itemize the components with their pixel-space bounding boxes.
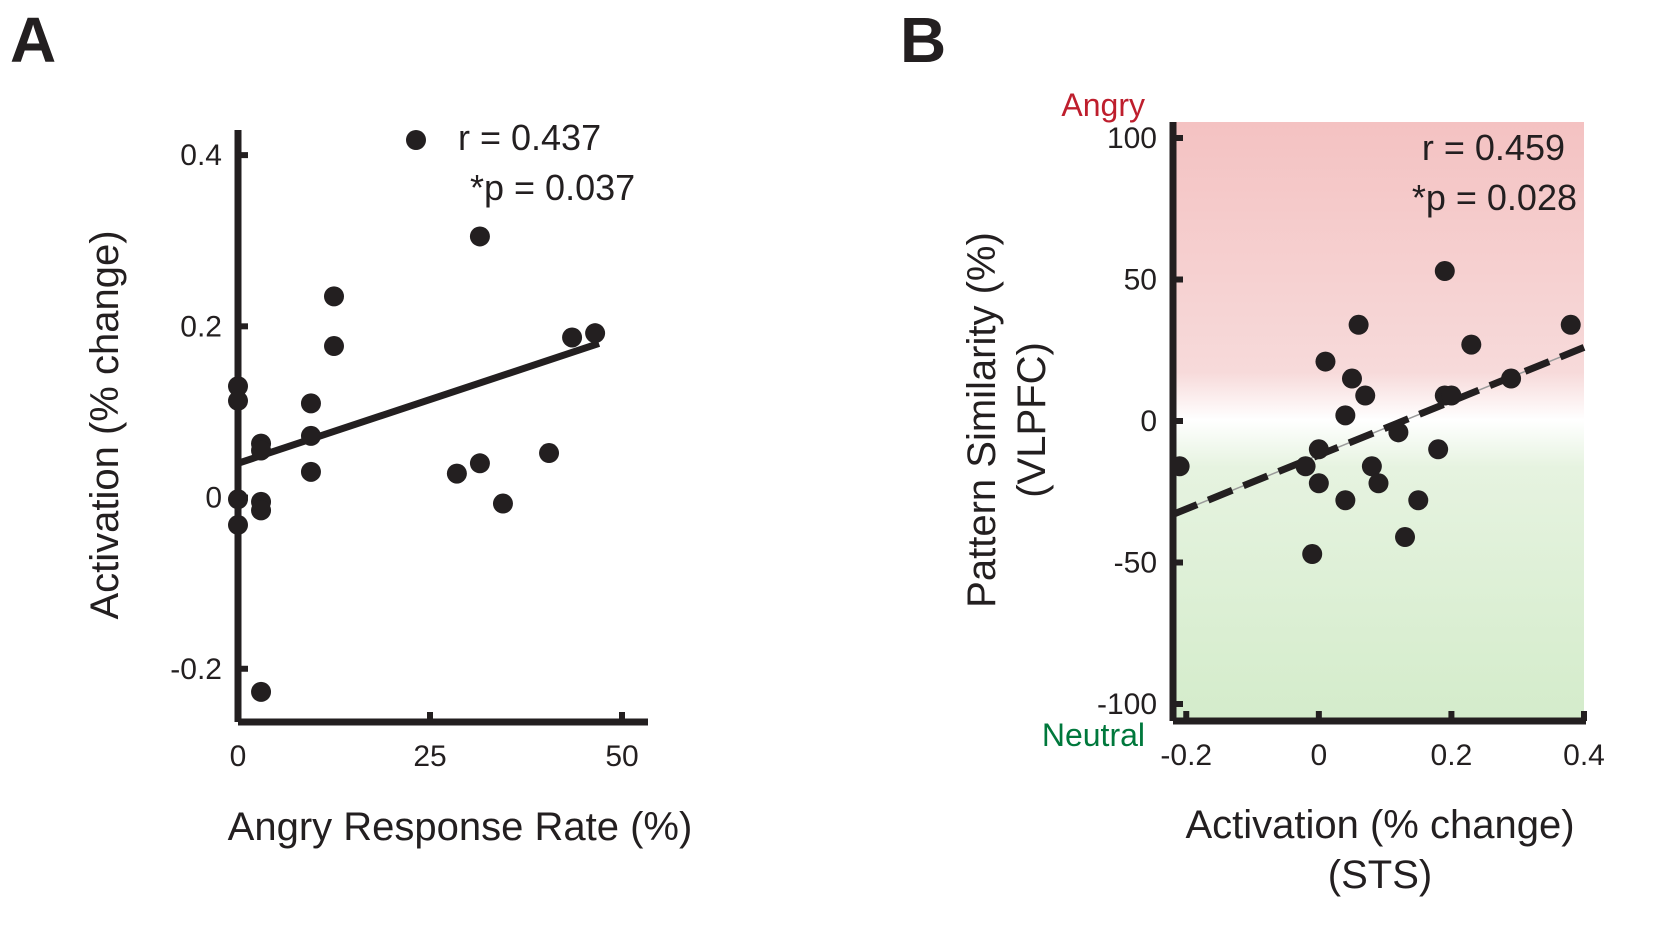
panel-a-data-point — [562, 327, 583, 348]
panel-b-x-tick-label: 0 — [1310, 739, 1327, 772]
panel-a-x-tick-label: 50 — [605, 740, 638, 773]
panel-a-p-annotation: *p = 0.037 — [470, 167, 635, 208]
panel-b-data-point — [1395, 527, 1416, 548]
panel-b-x-label-2: (STS) — [1328, 853, 1432, 897]
panel-b-x-tick-label: -0.2 — [1160, 739, 1212, 772]
panel-a-data-point — [469, 226, 490, 247]
panel-b-data-point — [1388, 422, 1409, 443]
panel-b-data-point — [1368, 473, 1389, 494]
panel-a-y-tick-label: 0.2 — [180, 310, 222, 343]
panel-b-data-point — [1308, 439, 1329, 460]
panel-a-x-tick-label: 0 — [230, 740, 247, 773]
panel-a-x-tick-label: 25 — [413, 740, 446, 773]
panel-b-data-point — [1295, 456, 1316, 477]
panel-a-data-point — [300, 425, 321, 446]
panel-b-data-point — [1348, 314, 1369, 335]
panel-b-p-annotation: *p = 0.028 — [1412, 177, 1577, 218]
panel-b-data-point — [1335, 490, 1356, 511]
panel-b-data-point — [1341, 368, 1362, 389]
panel-a-data-point — [446, 463, 467, 484]
panel-b-data-point — [1434, 261, 1455, 282]
panel-b-data-point — [1560, 314, 1581, 335]
panel-a: A 0 25 50-0.200.20.4 r = 0.437 *p = 0.037 … — [10, 4, 692, 849]
panel-b-data-point — [1428, 439, 1449, 460]
panel-b-data-point — [1408, 490, 1429, 511]
panel-b-angry-label: Angry — [1061, 87, 1145, 123]
panel-a-y-label: Activation (% change) — [83, 230, 127, 619]
panel-a-y-tick-label: -0.2 — [170, 653, 222, 686]
panel-b-x-label: Activation (% change) — [1185, 803, 1574, 847]
panel-a-data-point — [300, 461, 321, 482]
panel-a-x-label: Angry Response Rate (%) — [228, 805, 693, 849]
panel-b-data-point — [1361, 456, 1382, 477]
panel-a-data-point — [539, 443, 560, 464]
panel-a-y-tick-label: 0.4 — [180, 139, 222, 172]
panel-b-background — [1170, 122, 1584, 718]
panel-a-data-point — [251, 440, 272, 461]
panel-a-data-point — [585, 323, 606, 344]
panel-b-data-point — [1335, 405, 1356, 426]
panel-a-letter: A — [10, 4, 56, 76]
panel-a-points-layer — [228, 130, 606, 702]
panel-a-fit-layer — [236, 340, 601, 467]
panel-a-data-point — [492, 493, 513, 514]
panel-a-r-annotation: r = 0.437 — [458, 117, 601, 158]
panel-b-data-point — [1308, 473, 1329, 494]
panel-a-data-point — [251, 500, 272, 521]
panel-a-data-point — [469, 453, 490, 474]
panel-a-data-point — [300, 393, 321, 414]
panel-b-data-point — [1461, 334, 1482, 355]
panel-a-data-point — [324, 336, 344, 357]
panel-b-y-label-2: (VLPFC) — [1010, 342, 1054, 498]
panel-b-y-tick-label: 50 — [1124, 264, 1157, 297]
panel-b-y-tick-label: -100 — [1097, 688, 1157, 721]
panel-a-y-tick-label: 0 — [205, 482, 222, 515]
panel-a-legend-marker — [406, 130, 426, 150]
panel-a-data-point — [324, 286, 344, 307]
panel-b-data-point — [1501, 368, 1522, 389]
panel-b-neutral-label: Neutral — [1042, 717, 1145, 753]
panel-b: B -0.2 0 0.2 0.4 -100 -50 0 50 100 r = 0.459 *p … — [900, 4, 1605, 897]
panel-b-x-tick-label: 0.2 — [1431, 739, 1473, 772]
panel-b-y-tick-label: -50 — [1114, 547, 1157, 580]
panel-b-x-tick-label: 0.4 — [1563, 739, 1605, 772]
panel-b-y-tick-label: 100 — [1107, 122, 1157, 155]
panel-b-data-point — [1355, 385, 1376, 406]
panel-b-data-point — [1302, 544, 1323, 565]
panel-b-y-tick-label: 0 — [1140, 405, 1157, 438]
panel-b-y-label: Pattern Similarity (%) — [960, 232, 1004, 608]
panel-a-ticks-layer: 0 25 50 -0.2 0 0.2 0.4 — [170, 139, 638, 773]
panel-b-ticks-layer: -0.2 0 0.2 0.4 -100 -50 0 50 100 — [1097, 122, 1605, 772]
panel-b-letter: B — [900, 4, 946, 76]
panel-b-points-layer — [1169, 261, 1581, 565]
panel-b-r-annotation: r = 0.459 — [1422, 127, 1565, 168]
panel-b-data-point — [1441, 385, 1462, 406]
panel-a-fit-line — [236, 340, 601, 467]
panel-b-data-point — [1315, 351, 1336, 372]
panel-a-data-point — [251, 681, 272, 702]
